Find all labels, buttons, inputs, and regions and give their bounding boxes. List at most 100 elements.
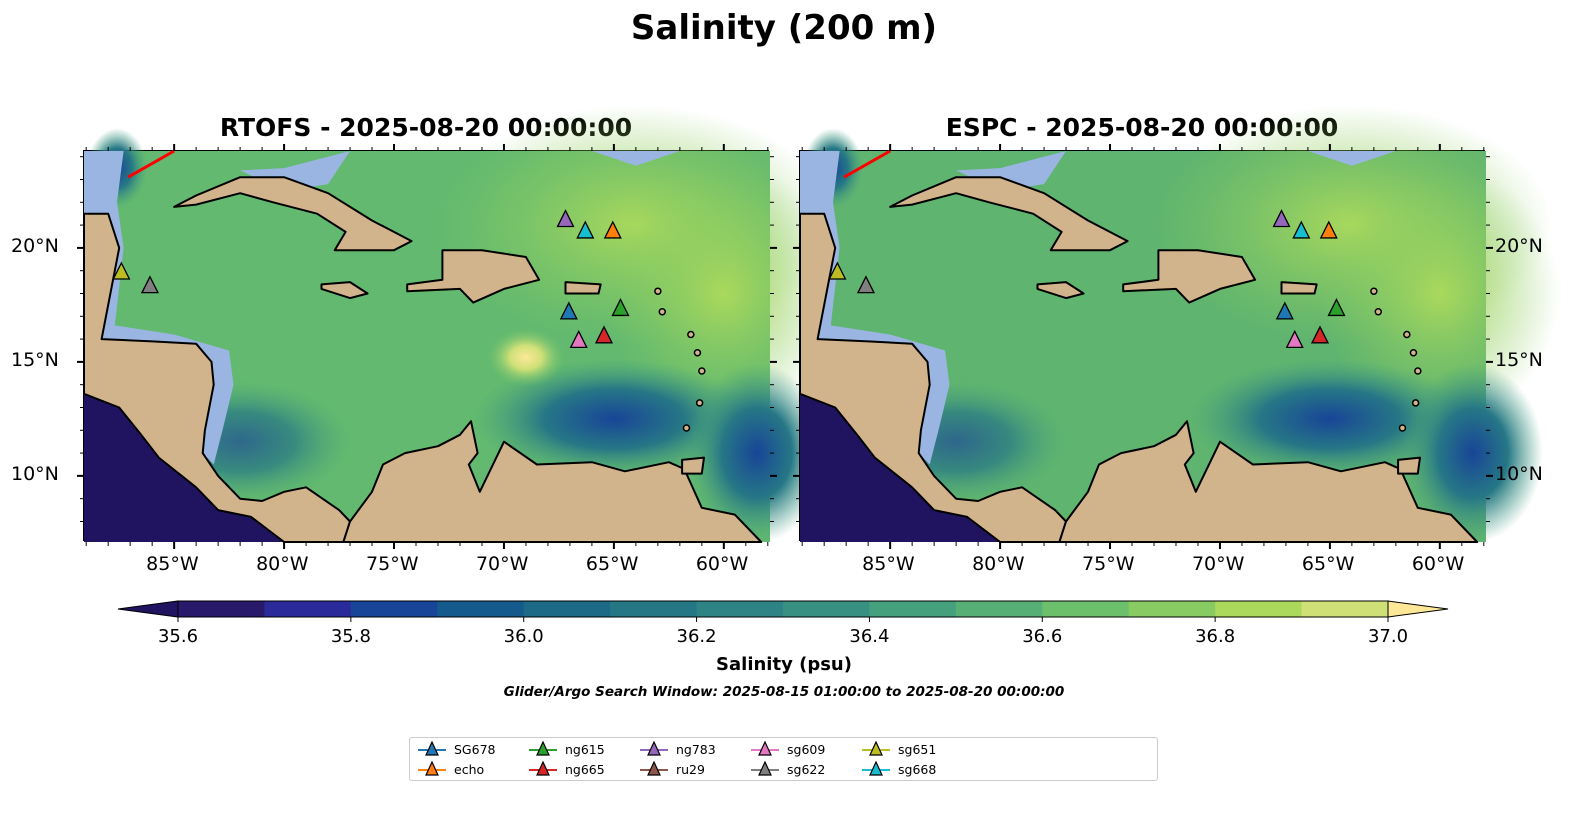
triangle-marker-icon: [529, 760, 557, 776]
colorbar-segment: [1301, 601, 1389, 617]
legend-label: ng665: [565, 761, 605, 777]
lat-tick-label: 10°N: [1495, 462, 1543, 485]
colorbar-segment: [696, 601, 784, 617]
legend-label: sg651: [898, 741, 937, 757]
legend-label: ng783: [676, 741, 716, 757]
colorbar: 35.6 35.8 36.0 36.2 36.4 36.6 36.8 37.0: [117, 600, 1449, 645]
legend-item-sg668: sg668: [862, 760, 936, 778]
island: [1409, 349, 1418, 357]
colorbar-tick-label: 36.4: [849, 626, 889, 645]
legend-item-ng665: ng665: [529, 760, 605, 778]
legend-label: sg668: [898, 761, 937, 777]
land-jamaica: [1036, 281, 1085, 300]
legend-label: ng615: [565, 741, 605, 757]
lat-tick-label: 15°N: [1495, 348, 1543, 371]
shelf-area: [800, 151, 950, 465]
colorbar-segment: [610, 601, 698, 617]
land-hispaniola: [1122, 249, 1257, 304]
legend-label: echo: [454, 761, 485, 777]
glider-marker-sg651: [112, 261, 131, 280]
shelf-area: [591, 151, 680, 166]
legend-label: sg622: [787, 761, 826, 777]
glider-marker-ng665: [594, 325, 614, 344]
legend-item-ru29: ru29: [640, 760, 705, 778]
island: [1403, 330, 1411, 339]
glider-marker-sg668: [576, 220, 595, 239]
island: [693, 349, 702, 357]
island: [682, 424, 691, 432]
triangle-marker-icon: [862, 740, 890, 756]
glider-marker-ng783: [556, 209, 575, 228]
map-canvas: [793, 105, 1560, 549]
glider-marker-ng615: [611, 297, 630, 317]
colorbar-segment: [783, 601, 870, 617]
colorbar-tick-label: 36.2: [677, 626, 717, 645]
lon-tick-label: 65°W: [585, 553, 639, 575]
colorbar-tick-label: 35.8: [331, 626, 371, 645]
land-hispaniola: [406, 249, 541, 304]
legend-label: SG678: [454, 741, 496, 757]
colorbar-segment: [523, 601, 611, 617]
glider-marker-sg678: [559, 301, 578, 320]
pacific-ocean: [84, 393, 285, 542]
land-centralamerica: [799, 212, 1067, 543]
colorbar-segment: [1215, 601, 1303, 617]
glider-marker-echo: [1319, 220, 1338, 239]
island: [1398, 424, 1407, 432]
colorbar-tick-label: 35.6: [158, 626, 198, 645]
lon-tick-label: 80°W: [972, 553, 1025, 575]
triangle-marker-icon: [751, 740, 779, 756]
glider-marker-sg609: [1285, 329, 1304, 349]
legend: SG678 echo ng615 ng665 ng783 ru29 sg609 sg622 sg…: [409, 737, 1158, 781]
lat-tick-label: 15°N: [11, 348, 59, 371]
island: [687, 330, 695, 339]
legend-item-sg609: sg609: [751, 740, 825, 758]
colorbar-segment: [1042, 601, 1130, 617]
search-window-text: Glider/Argo Search Window: 2025-08-15 01…: [503, 684, 1065, 700]
glider-marker-sg651: [828, 261, 847, 280]
glider-marker-ng783: [1272, 209, 1291, 228]
legend-label: sg609: [787, 741, 826, 757]
colorbar-tick-label: 37.0: [1368, 626, 1408, 645]
lon-tick-label: 80°W: [256, 553, 309, 575]
glider-marker-sg609: [569, 329, 588, 349]
land-jamaica: [320, 281, 369, 300]
triangle-marker-icon: [751, 760, 779, 776]
triangle-marker-icon: [862, 760, 890, 776]
legend-label: ru29: [676, 761, 705, 777]
land-trinidad: [1397, 456, 1421, 475]
legend-item-sg678: SG678: [418, 740, 495, 758]
colorbar-segment: [437, 601, 525, 617]
lon-tick-label: 70°W: [1191, 553, 1245, 575]
lat-tick-label: 20°N: [1495, 234, 1543, 257]
land-puertorico: [564, 281, 602, 295]
legend-item-sg651: sg651: [862, 740, 936, 758]
island: [654, 287, 662, 295]
colorbar-tick-label: 36.8: [1195, 626, 1235, 645]
land-trinidad: [681, 456, 705, 475]
track-line: [127, 149, 175, 179]
island: [658, 307, 667, 316]
glider-marker-sg622: [140, 275, 160, 294]
island: [1370, 287, 1378, 295]
glider-marker-sg668: [1292, 220, 1311, 239]
glider-marker-echo: [603, 220, 622, 239]
figure-title: Salinity (200 m): [630, 8, 938, 48]
lon-tick-label: 75°W: [366, 553, 419, 575]
legend-item-echo: echo: [418, 760, 484, 778]
pacific-ocean: [800, 393, 1001, 542]
colorbar-extend-min: [117, 600, 179, 618]
shelf-area: [1307, 151, 1396, 166]
triangle-marker-icon: [640, 760, 668, 776]
shelf-area: [84, 151, 234, 465]
track-line: [843, 149, 891, 179]
colorbar-segment: [955, 601, 1043, 617]
colorbar-segment: [1128, 601, 1216, 617]
land-cuba: [889, 176, 1129, 252]
colorbar-segment: [869, 601, 957, 617]
colorbar-label: Salinity (psu): [716, 654, 852, 675]
glider-marker-sg678: [1275, 301, 1294, 320]
lon-tick-label: 85°W: [146, 553, 199, 575]
lon-tick-label: 75°W: [1082, 553, 1135, 575]
